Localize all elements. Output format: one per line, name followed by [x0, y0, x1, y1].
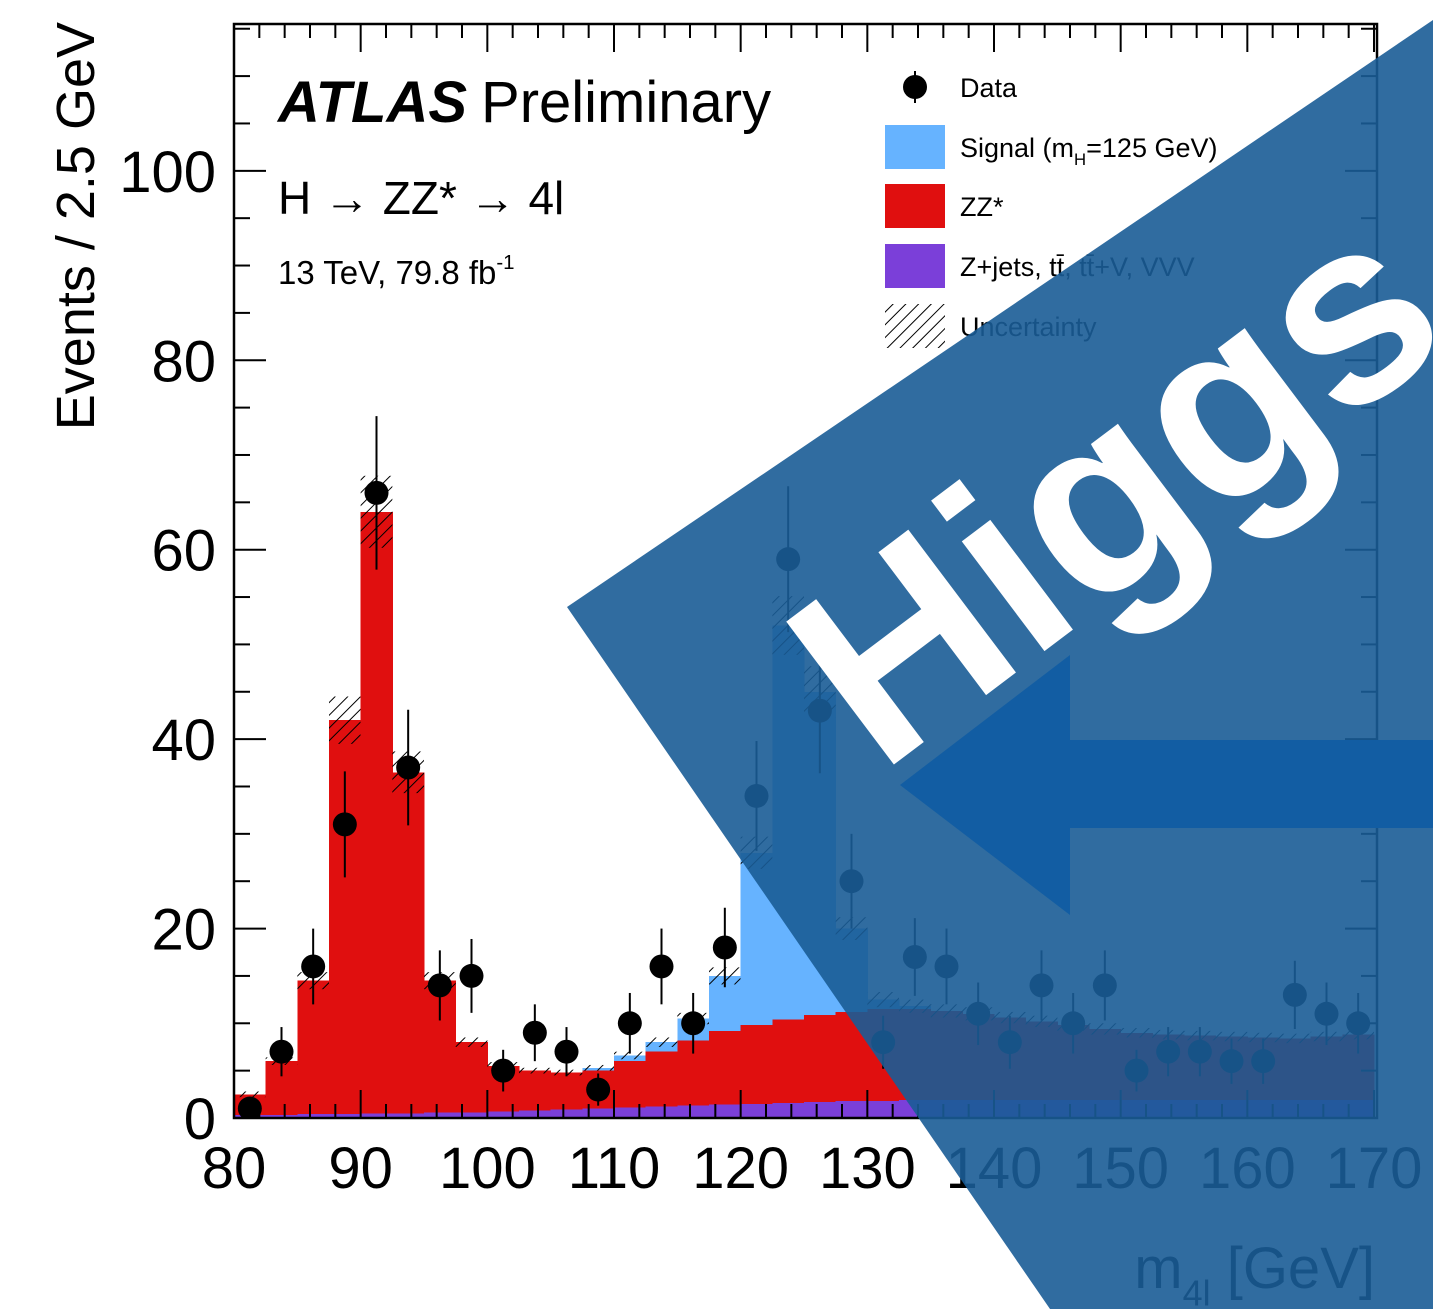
page: 8090100110120130140150160170020406080100…: [0, 0, 1433, 1309]
histogram-bin: [741, 1104, 773, 1118]
data-point: [681, 1011, 705, 1035]
data-point: [396, 756, 420, 780]
histogram-bin: [677, 1106, 709, 1118]
histogram-bin: [709, 1105, 741, 1118]
energy-label: 13 TeV, 79.8 fb-1: [278, 251, 515, 291]
histogram-bin: [551, 1073, 583, 1110]
histogram-bin: [804, 1102, 836, 1118]
data-point: [555, 1040, 579, 1064]
histogram-bin: [772, 1019, 804, 1102]
legend-swatch: [885, 184, 945, 228]
uncertainty-band: [329, 697, 361, 744]
x-tick-label: 130: [819, 1136, 916, 1201]
histogram-bin: [361, 512, 393, 1113]
data-point: [491, 1059, 515, 1083]
y-tick-label: 100: [119, 140, 216, 205]
histogram-bin: [519, 1071, 551, 1111]
legend-data-marker: [903, 75, 927, 99]
legend-label: ZZ*: [960, 192, 1004, 222]
data-point: [618, 1011, 642, 1035]
x-tick-label: 120: [692, 1136, 789, 1201]
data-point: [586, 1078, 610, 1102]
y-tick-label: 0: [184, 1087, 216, 1152]
uncertainty-band: [519, 1068, 551, 1074]
uncertainty-band: [646, 1037, 678, 1046]
histogram-bin: [582, 1109, 614, 1118]
data-point: [650, 954, 674, 978]
experiment-name: ATLAS: [276, 70, 467, 135]
data-point: [365, 481, 389, 505]
legend-label: Signal (mH=125 GeV): [960, 133, 1217, 169]
histogram-bin: [456, 1042, 488, 1112]
uncertainty-band: [456, 1037, 488, 1046]
histogram-bin: [614, 1061, 646, 1107]
data-point: [333, 812, 357, 836]
x-tick-label: 100: [439, 1136, 536, 1201]
histogram-bin: [614, 1108, 646, 1118]
histogram-bin: [551, 1109, 583, 1118]
legend-swatch: [885, 304, 945, 348]
y-tick-label: 40: [151, 708, 216, 773]
experiment-status: Preliminary: [481, 70, 771, 135]
histogram-bin: [836, 1101, 868, 1118]
x-tick-label: 110: [568, 1136, 660, 1201]
uncertainty-band: [582, 1065, 614, 1071]
x-tick-label: 90: [328, 1136, 393, 1201]
histogram-bin: [646, 1052, 678, 1107]
legend-label-part: H: [1074, 150, 1086, 169]
chart: 8090100110120130140150160170020406080100…: [0, 0, 1433, 1309]
uncertainty-band: [234, 1091, 266, 1097]
data-point: [301, 954, 325, 978]
histogram-bin: [646, 1107, 678, 1118]
histogram-bin: [867, 1101, 899, 1118]
data-point: [460, 964, 484, 988]
histogram-bin: [709, 1031, 741, 1105]
legend-swatch: [885, 125, 945, 169]
histogram-bin: [741, 1025, 773, 1104]
data-point: [523, 1021, 547, 1045]
data-point: [270, 1040, 294, 1064]
legend-label-part: =125 GeV): [1086, 133, 1217, 163]
data-point: [428, 973, 452, 997]
legend-label: Data: [960, 73, 1018, 103]
energy-label-part: -1: [496, 251, 514, 274]
y-tick-label: 60: [151, 519, 216, 584]
histogram-bin: [804, 1015, 836, 1102]
process-label: H → ZZ* → 4l: [278, 172, 564, 224]
y-tick-label: 20: [151, 898, 216, 963]
histogram-bin: [772, 1103, 804, 1118]
y-tick-label: 80: [151, 329, 216, 394]
y-axis-label: Events / 2.5 GeV: [46, 22, 106, 430]
legend-swatch: [885, 244, 945, 288]
legend-label-part: Signal (m: [960, 133, 1074, 163]
energy-label-part: 13 TeV, 79.8 fb: [278, 254, 496, 291]
data-point: [713, 936, 737, 960]
